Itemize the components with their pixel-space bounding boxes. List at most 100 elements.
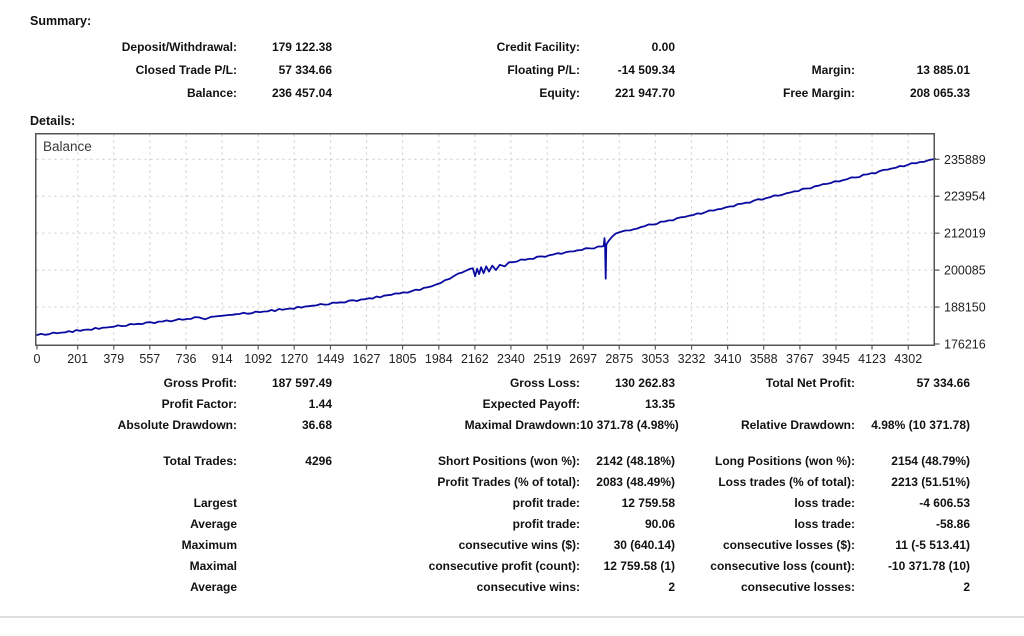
x-tick-label: 3945 bbox=[822, 352, 850, 366]
x-tick-label: 1984 bbox=[425, 352, 453, 366]
summary-cell-label: Equity: bbox=[539, 86, 580, 100]
x-tick-label: 914 bbox=[212, 352, 233, 366]
x-tick-label: 201 bbox=[67, 352, 88, 366]
stat-cell-label: consecutive wins: bbox=[476, 580, 580, 594]
x-tick-label: 3410 bbox=[714, 352, 742, 366]
stat-cell-value: 187 597.49 bbox=[271, 376, 332, 390]
stat-cell-label: Absolute Drawdown: bbox=[117, 418, 237, 432]
x-tick-label: 3767 bbox=[786, 352, 814, 366]
x-tick-label: 2697 bbox=[569, 352, 597, 366]
stat-cell-value: 57 334.66 bbox=[916, 376, 970, 390]
y-tick-label: 188150 bbox=[944, 301, 986, 315]
stat-cell-label: Profit Trades (% of total): bbox=[437, 475, 580, 489]
x-tick-label: 1270 bbox=[280, 352, 308, 366]
x-tick-label: 1449 bbox=[317, 352, 345, 366]
x-tick-label: 1627 bbox=[353, 352, 381, 366]
x-tick-label: 3588 bbox=[750, 352, 778, 366]
stat-cell-label: Profit Factor: bbox=[161, 397, 237, 411]
stat-cell-value: 10 371.78 (4.98%) bbox=[580, 418, 679, 432]
x-tick-label: 557 bbox=[139, 352, 160, 366]
stat-cell-label: Largest bbox=[193, 496, 237, 510]
stat-cell-label: loss trade: bbox=[794, 517, 855, 531]
stat-cell-value: 2154 (48.79%) bbox=[891, 454, 970, 468]
stat-cell-value bbox=[237, 472, 332, 493]
stat-cell-label: Average bbox=[190, 517, 237, 531]
summary-cell-value: 13 885.01 bbox=[916, 63, 970, 77]
stat-cell-value bbox=[855, 394, 970, 415]
stat-cell-label: consecutive loss (count): bbox=[710, 559, 855, 573]
stat-cell-label: Total Net Profit: bbox=[765, 376, 855, 390]
summary-cell-value: 221 947.70 bbox=[614, 86, 675, 100]
summary-table: Deposit/Withdrawal: 179 122.38 Credit Faci… bbox=[0, 36, 970, 105]
stat-cell-value: 130 262.83 bbox=[614, 376, 675, 390]
x-tick-label: 379 bbox=[103, 352, 124, 366]
summary-cell-label: Free Margin: bbox=[782, 86, 855, 100]
stat-cell-value: 90.06 bbox=[644, 517, 675, 531]
stat-cell-value: 12 759.58 bbox=[621, 496, 675, 510]
stat-cell-label: Gross Profit: bbox=[163, 376, 237, 390]
summary-cell-label bbox=[675, 36, 855, 59]
stat-cell-label: Expected Payoff: bbox=[482, 397, 580, 411]
stat-cell-value: 4296 bbox=[305, 454, 332, 468]
stat-cell-label: consecutive profit (count): bbox=[428, 559, 580, 573]
chart-title: Balance bbox=[43, 139, 92, 154]
x-tick-label: 4123 bbox=[858, 352, 886, 366]
stat-cell-label: Maximum bbox=[181, 538, 237, 552]
stat-cell-label: Relative Drawdown: bbox=[740, 418, 855, 432]
stat-cell-value: 36.68 bbox=[301, 418, 332, 432]
stat-cell-label bbox=[675, 394, 855, 415]
summary-heading: Summary: bbox=[30, 14, 92, 28]
stat-cell-value: 13.35 bbox=[644, 397, 675, 411]
stat-cell-label: Total Trades: bbox=[163, 454, 237, 468]
summary-cell-label: Closed Trade P/L: bbox=[135, 63, 237, 77]
stat-cell-label: profit trade: bbox=[512, 496, 580, 510]
stat-cell-value: 11 (-5 513.41) bbox=[895, 538, 970, 552]
stat-cell-value: 2 bbox=[668, 580, 675, 594]
summary-cell-value: 236 457.04 bbox=[271, 86, 332, 100]
stats-table: Gross Profit: 187 597.49 Gross Loss: 130 26… bbox=[0, 373, 970, 598]
summary-cell-value: 57 334.66 bbox=[278, 63, 332, 77]
stat-cell-value bbox=[237, 556, 332, 577]
stat-cell-label: consecutive losses ($): bbox=[722, 538, 855, 552]
stat-cell-label bbox=[0, 472, 237, 493]
chart-border bbox=[35, 133, 935, 346]
stat-cell-value: 12 759.58 (1) bbox=[603, 559, 675, 573]
stat-cell-value bbox=[237, 514, 332, 535]
stat-cell-value bbox=[237, 493, 332, 514]
stat-cell-label: consecutive losses: bbox=[740, 580, 855, 594]
x-tick-label: 736 bbox=[176, 352, 197, 366]
x-tick-label: 2162 bbox=[461, 352, 489, 366]
stat-cell-label: consecutive wins ($): bbox=[458, 538, 580, 552]
stat-cell-value: 2 bbox=[963, 580, 970, 594]
stat-cell-value: -10 371.78 (10) bbox=[887, 559, 970, 573]
summary-cell-label: Balance: bbox=[186, 86, 237, 100]
stat-cell-label: Gross Loss: bbox=[509, 376, 580, 390]
stat-cell-value: -4 606.53 bbox=[919, 496, 970, 510]
x-tick-label: 1092 bbox=[244, 352, 272, 366]
stat-cell-label: Loss trades (% of total): bbox=[718, 475, 855, 489]
x-tick-label: 2340 bbox=[497, 352, 525, 366]
x-tick-label: 2875 bbox=[605, 352, 633, 366]
x-tick-label: 3232 bbox=[678, 352, 706, 366]
stat-cell-value: 2142 (48.18%) bbox=[596, 454, 675, 468]
y-tick-label: 212019 bbox=[944, 227, 986, 241]
stat-cell-label: Maximal Drawdown: bbox=[464, 418, 580, 432]
summary-cell-value: -14 509.34 bbox=[617, 63, 675, 77]
x-tick-label: 2519 bbox=[533, 352, 561, 366]
stat-cell-value bbox=[237, 535, 332, 556]
y-tick-label: 176216 bbox=[944, 338, 986, 352]
stat-cell-value: 2213 (51.51%) bbox=[891, 475, 970, 489]
summary-cell-label: Floating P/L: bbox=[507, 63, 580, 77]
stat-cell-label: Maximal bbox=[189, 559, 237, 573]
summary-cell-value: 179 122.38 bbox=[271, 40, 332, 54]
stat-cell-label: Short Positions (won %): bbox=[438, 454, 580, 468]
stat-cell-value: 2083 (48.49%) bbox=[596, 475, 675, 489]
y-tick-label: 200085 bbox=[944, 264, 986, 278]
balance-chart: 0 201 379 557 736 914 1092 1270 1449 1627 1805 1984… bbox=[34, 133, 986, 366]
summary-cell-value: 208 065.33 bbox=[909, 86, 970, 100]
summary-cell-label: Credit Facility: bbox=[496, 40, 580, 54]
y-tick-label: 235889 bbox=[944, 153, 986, 167]
x-tick-label: 0 bbox=[34, 352, 41, 366]
bottom-divider bbox=[0, 616, 1024, 618]
